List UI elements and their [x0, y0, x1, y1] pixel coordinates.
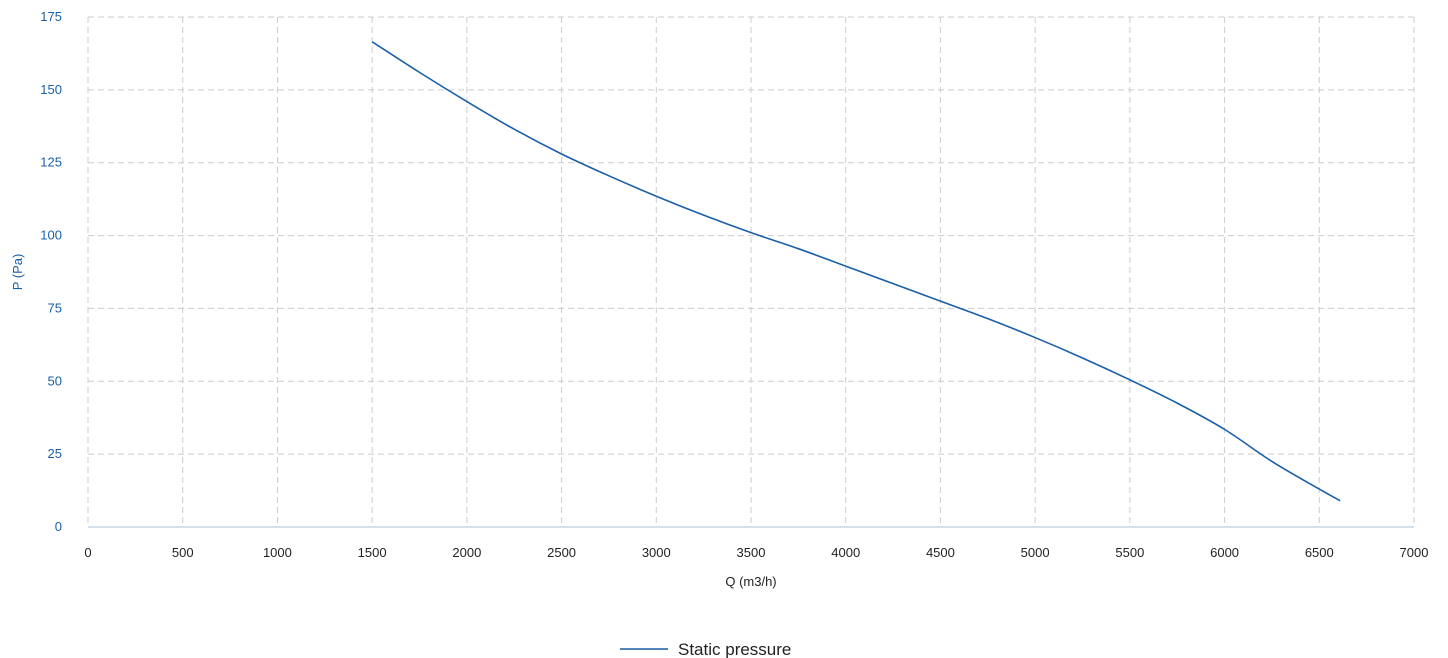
x-tick-label: 2000	[452, 545, 481, 560]
x-tick-label: 5500	[1115, 545, 1144, 560]
y-tick-label: 25	[48, 446, 62, 461]
y-tick-label: 125	[40, 155, 62, 170]
x-tick-label: 3500	[737, 545, 766, 560]
y-axis-label: P (Pa)	[10, 254, 25, 291]
series-line-static-pressure	[371, 41, 1341, 502]
y-tick-label: 175	[40, 9, 62, 24]
y-tick-label: 150	[40, 82, 62, 97]
y-axis-ticks: 0 25 50 75 100 125 150 175	[40, 9, 62, 534]
x-tick-label: 500	[172, 545, 194, 560]
x-tick-label: 6500	[1305, 545, 1334, 560]
x-tick-label: 1500	[358, 545, 387, 560]
x-tick-label: 6000	[1210, 545, 1239, 560]
y-tick-label: 0	[55, 519, 62, 534]
x-tick-label: 5000	[1021, 545, 1050, 560]
x-tick-label: 0	[84, 545, 91, 560]
y-tick-label: 50	[48, 373, 62, 388]
x-tick-label: 4500	[926, 545, 955, 560]
legend: Static pressure	[620, 640, 791, 658]
legend-label: Static pressure	[678, 640, 791, 658]
x-tick-label: 7000	[1400, 545, 1429, 560]
series-layer	[371, 41, 1341, 502]
x-tick-label: 4000	[831, 545, 860, 560]
x-tick-label: 1000	[263, 545, 292, 560]
x-tick-label: 2500	[547, 545, 576, 560]
y-tick-label: 75	[48, 300, 62, 315]
grid	[87, 16, 1415, 527]
x-axis-label: Q (m3/h)	[725, 574, 776, 589]
x-tick-label: 3000	[642, 545, 671, 560]
y-tick-label: 100	[40, 228, 62, 243]
x-axis-ticks: 0 500 1000 1500 2000 2500 3000 3500 4000 4500 5000…	[84, 545, 1428, 560]
